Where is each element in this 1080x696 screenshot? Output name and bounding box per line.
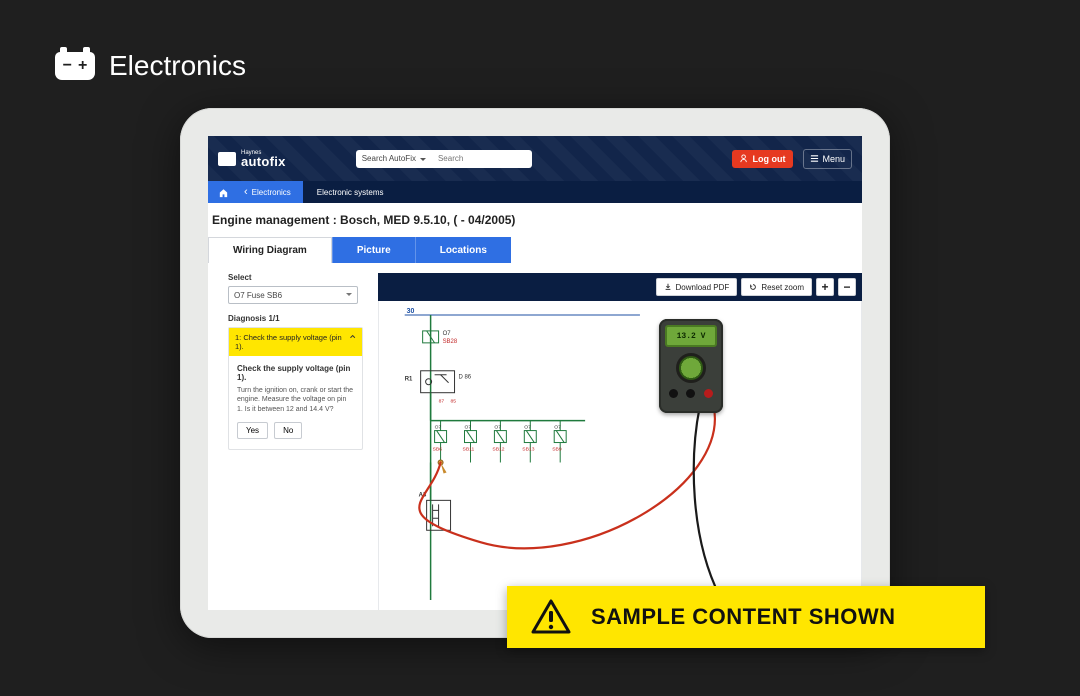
logo-icon <box>218 152 236 166</box>
svg-text:SB9: SB9 <box>552 447 562 453</box>
tab-locations[interactable]: Locations <box>415 237 511 263</box>
diagnosis-counter: Diagnosis 1/1 <box>228 314 368 323</box>
diagnosis-step-text: Turn the ignition on, crank or start the… <box>237 386 354 414</box>
tab-picture[interactable]: Picture <box>332 237 415 263</box>
breadcrumb-current: Electronic systems <box>317 188 384 197</box>
logout-button[interactable]: Log out <box>732 150 793 168</box>
diagram-toolbar: Download PDF Reset zoom + − <box>378 273 862 301</box>
answer-no-button[interactable]: No <box>274 422 302 439</box>
tablet-frame: Haynes autofix Search AutoFix Log out Me… <box>180 108 890 638</box>
zoom-out-button[interactable]: − <box>838 278 856 296</box>
tab-bar: Wiring Diagram Picture Locations <box>208 237 862 263</box>
svg-text:O7: O7 <box>494 425 501 431</box>
diagram-panel: Download PDF Reset zoom + − 30 O7 SB28 R1 D … <box>378 273 862 610</box>
logo-text: Haynes autofix <box>241 150 286 168</box>
sample-content-banner: SAMPLE CONTENT SHOWN <box>507 586 985 648</box>
search-scope-dropdown[interactable]: Search AutoFix <box>356 150 432 168</box>
page-title: Engine management : Bosch, MED 9.5.10, (… <box>208 203 862 237</box>
search: Search AutoFix <box>356 150 532 168</box>
answer-yes-button[interactable]: Yes <box>237 422 268 439</box>
svg-text:SB6: SB6 <box>433 447 443 453</box>
svg-text:SB28: SB28 <box>443 339 458 345</box>
reset-zoom-button[interactable]: Reset zoom <box>741 278 812 296</box>
page-banner: −+ Electronics <box>55 50 246 82</box>
hamburger-icon <box>810 154 819 163</box>
download-icon <box>664 283 672 291</box>
home-icon <box>218 187 229 198</box>
multimeter-ports <box>665 389 717 398</box>
diagnosis-step-title: Check the supply voltage (pin 1). <box>237 364 354 382</box>
diagnosis-sidebar: Select O7 Fuse SB6 Diagnosis 1/1 1: Chec… <box>218 273 368 610</box>
app-logo[interactable]: Haynes autofix <box>218 150 286 168</box>
tab-wiring-diagram[interactable]: Wiring Diagram <box>208 237 332 263</box>
svg-text:O7: O7 <box>524 425 531 431</box>
page-banner-title: Electronics <box>109 50 246 82</box>
diagnosis-step: 1: Check the supply voltage (pin 1). Che… <box>228 327 363 450</box>
svg-text:O7: O7 <box>554 425 561 431</box>
svg-text:85: 85 <box>451 399 457 405</box>
select-label: Select <box>228 273 368 282</box>
menu-button[interactable]: Menu <box>803 149 852 169</box>
sample-content-text: SAMPLE CONTENT SHOWN <box>591 604 896 630</box>
zoom-in-button[interactable]: + <box>816 278 834 296</box>
svg-text:O7: O7 <box>443 331 452 337</box>
battery-icon: −+ <box>55 52 95 80</box>
download-pdf-button[interactable]: Download PDF <box>656 278 738 296</box>
warning-icon <box>531 599 571 635</box>
user-out-icon <box>740 154 749 163</box>
search-input[interactable] <box>432 150 532 168</box>
wiring-diagram[interactable]: 30 O7 SB28 R1 D 86 87 85 O7 SB6 O7 SB11 O7 SB12 O7 SB1… <box>378 301 862 610</box>
app-header: Haynes autofix Search AutoFix Log out Me… <box>208 136 862 181</box>
app-screen: Haynes autofix Search AutoFix Log out Me… <box>208 136 862 610</box>
multimeter-dial <box>676 353 706 383</box>
multimeter-reading: 13.2 V <box>665 325 717 347</box>
svg-text:87: 87 <box>439 399 445 405</box>
reset-icon <box>749 283 757 291</box>
breadcrumb-back[interactable]: Electronics <box>238 181 303 203</box>
diagnosis-step-header[interactable]: 1: Check the supply voltage (pin 1). <box>229 328 362 356</box>
svg-text:SB11: SB11 <box>463 447 475 453</box>
chevron-up-icon <box>349 333 356 341</box>
svg-text:30: 30 <box>407 308 415 315</box>
svg-text:O7: O7 <box>465 425 472 431</box>
svg-text:R1: R1 <box>405 377 413 383</box>
breadcrumb: Electronics Electronic systems <box>208 181 862 203</box>
multimeter: 13.2 V <box>659 319 723 413</box>
svg-text:O7: O7 <box>435 425 442 431</box>
component-select[interactable]: O7 Fuse SB6 <box>228 286 358 304</box>
svg-text:SB13: SB13 <box>522 447 534 453</box>
breadcrumb-home[interactable] <box>208 181 238 203</box>
svg-text:D 86: D 86 <box>459 375 472 381</box>
svg-text:SB12: SB12 <box>492 447 504 453</box>
